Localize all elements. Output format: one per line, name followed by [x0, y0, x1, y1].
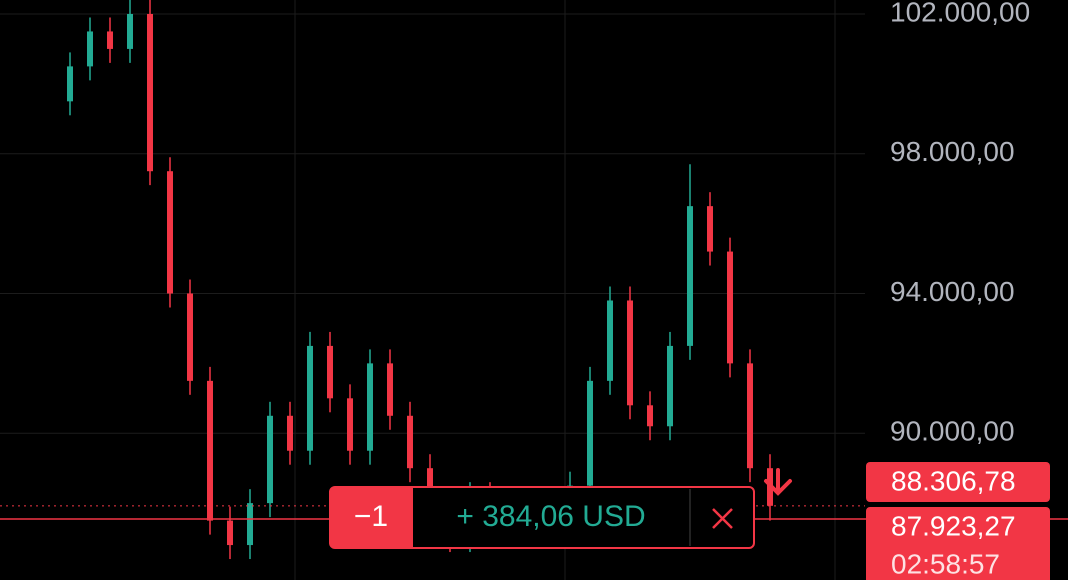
position-pnl: + 384,06 USD	[456, 500, 645, 533]
candle-body	[587, 380, 593, 486]
candle-body	[247, 503, 253, 546]
candle-body	[687, 206, 693, 346]
candle-body	[147, 13, 153, 172]
close-button[interactable]	[712, 508, 733, 529]
y-tick-label: 94.000,00	[890, 276, 1015, 307]
y-tick-label: 98.000,00	[890, 136, 1015, 167]
candle-body	[347, 398, 353, 451]
candle-body	[407, 415, 413, 469]
candle-body	[207, 380, 213, 521]
candle-body	[307, 345, 313, 451]
y-tick-label: 90.000,00	[890, 416, 1015, 447]
last-tag	[866, 507, 1050, 580]
candle-body	[267, 415, 273, 504]
candle-body	[727, 251, 733, 364]
bid-tag	[866, 462, 1050, 502]
qty-box	[330, 487, 413, 548]
candle-body	[187, 293, 193, 381]
candle-body	[607, 300, 613, 381]
candle-body	[287, 415, 293, 451]
candle-body	[387, 363, 393, 416]
candle-body	[167, 171, 173, 294]
position-qty: −1	[354, 500, 388, 533]
candle-body	[127, 13, 133, 49]
candle-body	[227, 520, 233, 546]
candle-body	[707, 206, 713, 252]
last-label: 87.923,27	[891, 510, 1016, 541]
candle-body	[647, 405, 653, 427]
sell-arrow	[764, 468, 792, 496]
y-tick-label: 102.000,00	[890, 0, 1030, 27]
candle-body	[627, 300, 633, 406]
candle-body	[367, 363, 373, 451]
candle-body	[667, 345, 673, 427]
candle-body	[87, 31, 93, 67]
candle-body	[747, 363, 753, 469]
candle-body	[107, 31, 113, 49]
bid-label: 88.306,78	[891, 465, 1016, 496]
candle-body	[67, 66, 73, 102]
candle-body	[327, 345, 333, 399]
countdown: 02:58:57	[891, 548, 1000, 579]
